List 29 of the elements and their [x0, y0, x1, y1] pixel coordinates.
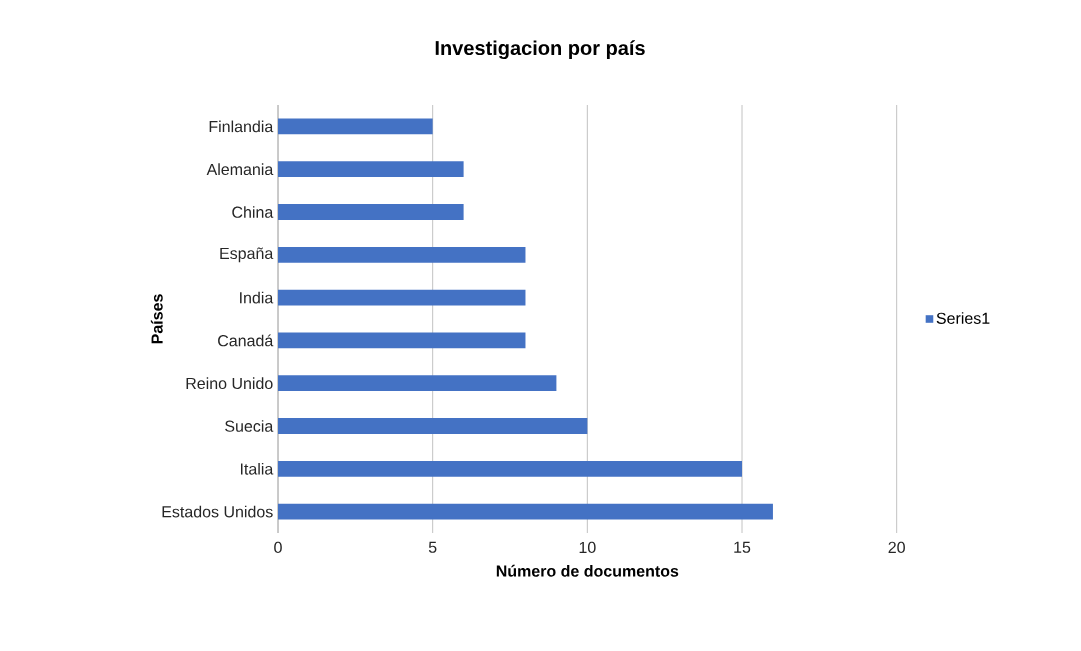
y-tick-label: Estados Unidos — [162, 505, 273, 518]
bar — [278, 204, 464, 220]
x-axis-title: Número de documentos — [496, 564, 679, 577]
y-tick-label: Canadá — [218, 334, 274, 347]
bar — [278, 118, 433, 135]
y-tick-label: Italia — [240, 462, 274, 475]
x-tick-label: 10 — [579, 541, 596, 554]
bar — [278, 418, 588, 434]
y-tick-label: Reino Unido — [186, 377, 273, 390]
bar — [278, 161, 464, 178]
y-axis-title: Países — [150, 294, 163, 344]
bar — [278, 375, 557, 392]
x-tick-label: 20 — [888, 541, 905, 554]
bar — [278, 503, 773, 520]
y-tick-label: India — [240, 291, 274, 304]
bar — [278, 246, 526, 263]
x-tick-label: 0 — [274, 541, 282, 554]
bar — [278, 460, 743, 477]
chart-title: Investigacion por país — [435, 40, 645, 60]
legend-label: Series1 — [936, 312, 990, 324]
bar — [278, 332, 526, 349]
y-tick-label: Finlandia — [209, 120, 274, 133]
x-tick-label: 15 — [734, 541, 751, 553]
y-tick-label: China — [232, 206, 274, 218]
y-tick-label: Suecia — [225, 420, 274, 432]
bar — [278, 289, 526, 306]
y-tick-label: Alemania — [206, 163, 274, 176]
y-tick-label: España — [220, 247, 274, 263]
x-tick-label: 5 — [428, 541, 437, 553]
